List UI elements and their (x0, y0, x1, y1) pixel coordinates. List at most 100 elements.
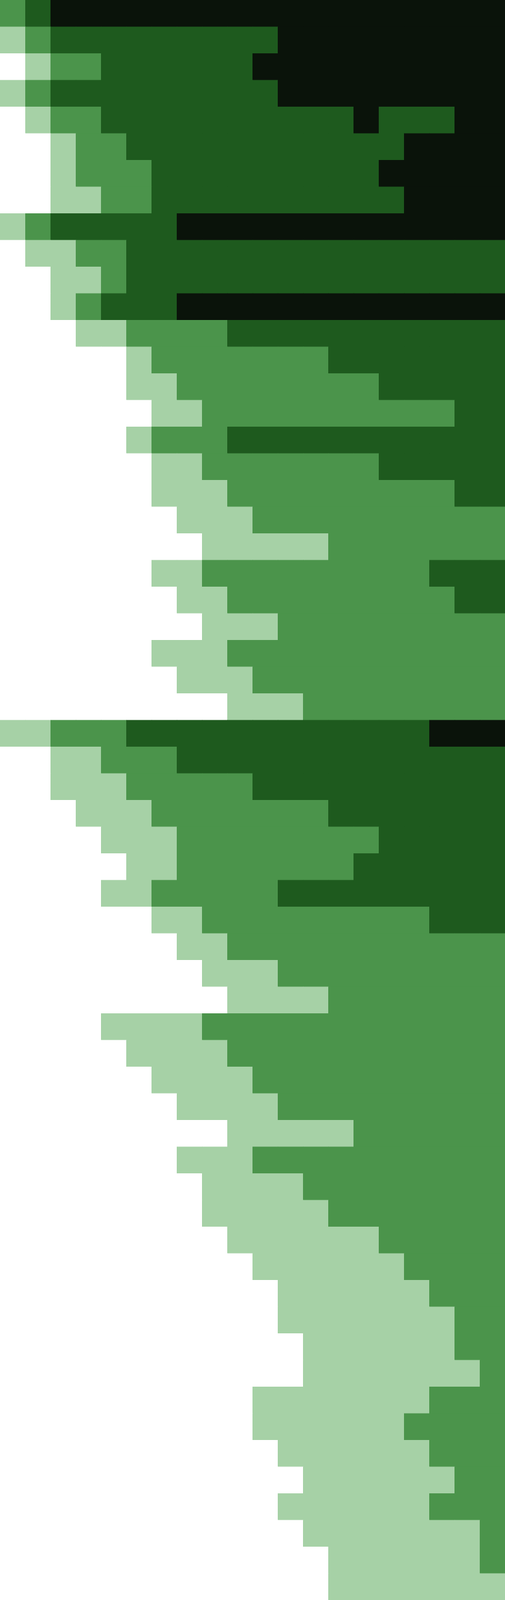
cell (454, 1199, 481, 1227)
cell (454, 1466, 481, 1494)
cell (0, 106, 26, 134)
cell (429, 933, 456, 961)
cell (404, 186, 430, 214)
cell (353, 1545, 380, 1573)
cell (25, 1545, 52, 1573)
cell (227, 852, 254, 880)
cell (50, 1199, 77, 1227)
cell (202, 26, 228, 54)
cell (126, 266, 153, 294)
cell (0, 186, 26, 214)
cell (353, 746, 380, 774)
cell (101, 533, 127, 560)
cell (202, 1066, 228, 1094)
cell (75, 1385, 102, 1413)
cell (429, 1226, 456, 1253)
cell (479, 639, 505, 667)
cell (227, 799, 254, 827)
cell (454, 666, 481, 694)
cell (277, 80, 304, 108)
cell (479, 479, 505, 507)
cell (277, 1146, 304, 1174)
cell (277, 1306, 304, 1334)
cell (303, 613, 329, 641)
cell (25, 506, 52, 534)
cell (378, 1519, 405, 1547)
cell (50, 719, 77, 747)
cell (0, 1039, 26, 1067)
cell (50, 1492, 77, 1520)
cell (50, 1439, 77, 1467)
cell (328, 826, 355, 854)
cell (277, 1172, 304, 1200)
cell (454, 613, 481, 641)
cell (126, 559, 153, 587)
cell (126, 1066, 153, 1094)
cell (454, 506, 481, 534)
cell (101, 293, 127, 321)
cell (303, 213, 329, 241)
cell (176, 159, 203, 187)
cell (25, 666, 52, 694)
cell (126, 186, 153, 214)
cell (479, 1385, 505, 1413)
cell (277, 213, 304, 241)
cell (429, 1332, 456, 1360)
cell (176, 373, 203, 401)
cell (202, 1439, 228, 1467)
cell (277, 799, 304, 827)
cell (378, 186, 405, 214)
cell (0, 453, 26, 481)
cell (303, 879, 329, 907)
cell (227, 559, 254, 587)
cell (328, 586, 355, 614)
cell (151, 1199, 178, 1227)
cell (353, 906, 380, 934)
cell (404, 826, 430, 854)
cell (404, 639, 430, 667)
cell (378, 1012, 405, 1040)
cell (126, 1332, 153, 1360)
cell (303, 746, 329, 774)
cell (353, 1519, 380, 1547)
cell (227, 719, 254, 747)
cell (252, 559, 279, 587)
cell (378, 1066, 405, 1094)
cell (404, 479, 430, 507)
cell (151, 1519, 178, 1547)
cell (454, 692, 481, 720)
cell (252, 1039, 279, 1067)
cell (454, 186, 481, 214)
cell (75, 186, 102, 214)
cell (277, 1545, 304, 1573)
cell (101, 266, 127, 294)
cell (75, 373, 102, 401)
cell (227, 906, 254, 934)
cell (227, 773, 254, 801)
heatmap-chart (0, 0, 505, 1600)
cell (454, 1492, 481, 1520)
cell (151, 1306, 178, 1334)
cell (429, 159, 456, 187)
cell (151, 319, 178, 347)
cell (353, 986, 380, 1014)
cell (378, 80, 405, 108)
cell (202, 1385, 228, 1413)
cell (277, 319, 304, 347)
cell (151, 1466, 178, 1494)
cell (429, 613, 456, 641)
cell (429, 852, 456, 880)
cell (202, 133, 228, 161)
cell (328, 852, 355, 880)
cell (277, 959, 304, 987)
cell (25, 719, 52, 747)
cell (0, 1332, 26, 1360)
cell (50, 799, 77, 827)
cell (151, 719, 178, 747)
cell (126, 826, 153, 854)
cell (454, 1146, 481, 1174)
cell (151, 1039, 178, 1067)
cell (404, 1439, 430, 1467)
cell (328, 479, 355, 507)
cell (101, 639, 127, 667)
